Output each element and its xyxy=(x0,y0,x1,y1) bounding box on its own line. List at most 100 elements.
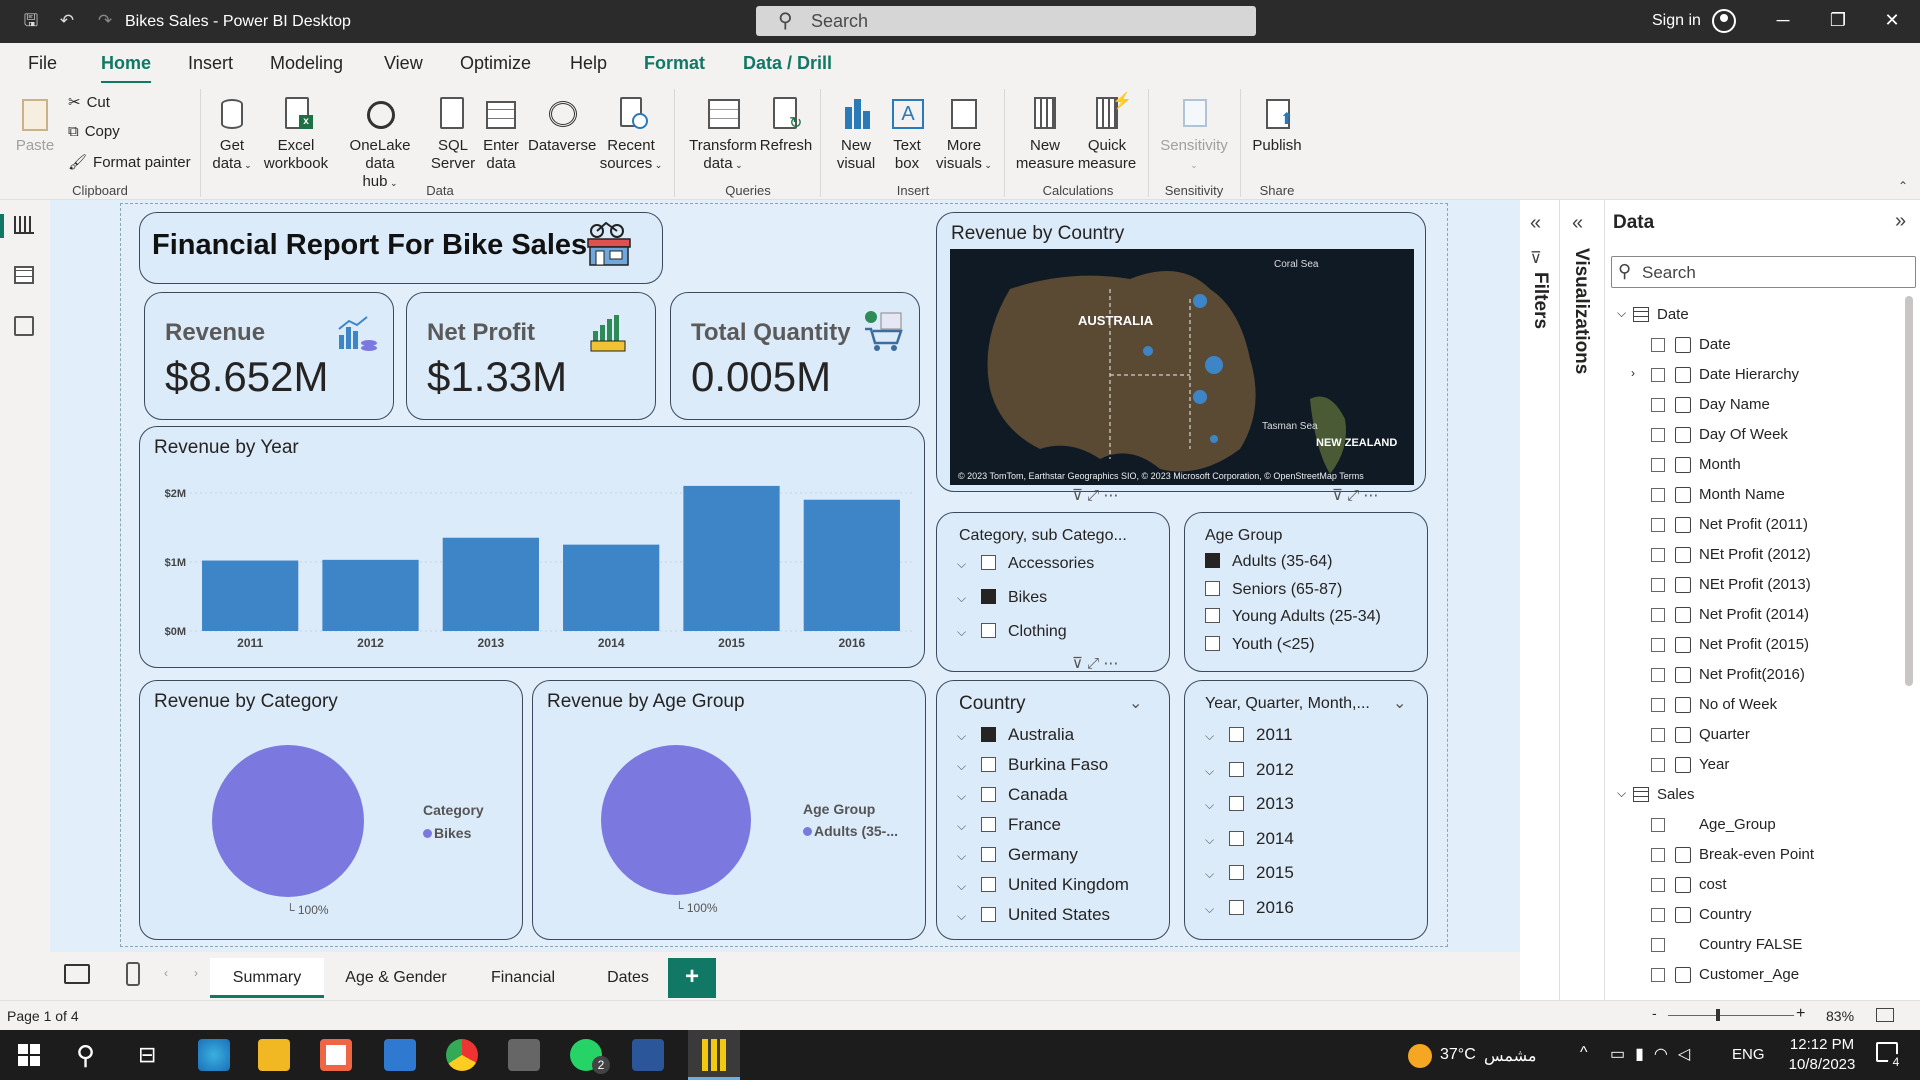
chrome-icon[interactable] xyxy=(446,1039,478,1071)
model-view-icon[interactable] xyxy=(14,316,34,336)
data-pane-scrollbar[interactable] xyxy=(1905,296,1913,686)
year-hierarchy-slicer[interactable]: Year, Quarter, Month,... ⌄ ⌵ 2011 ⌵ 2012 ⌵ 20… xyxy=(1184,680,1428,940)
checkbox[interactable] xyxy=(981,757,996,772)
weather-sun-icon[interactable] xyxy=(1408,1044,1432,1068)
menu-data-drill[interactable]: Data / Drill xyxy=(743,53,833,73)
refresh-button[interactable]: ↻ Refresh xyxy=(758,93,814,155)
checkbox[interactable] xyxy=(1205,635,1220,651)
country-slicer-item[interactable]: ⌵ Burkina Faso xyxy=(957,755,1108,775)
category-slicer-item[interactable]: ⌵ Accessories xyxy=(957,555,1094,573)
page-tab-age-gender[interactable]: Age & Gender xyxy=(345,969,447,986)
recent-sources-button[interactable]: Recent sources ⌄ xyxy=(596,93,666,174)
category-legend-item[interactable]: Bikes xyxy=(423,825,471,841)
field-checkbox[interactable] xyxy=(1651,938,1665,952)
redo-icon[interactable]: ↷ xyxy=(97,11,113,30)
chevron-down-icon[interactable]: ⌵ xyxy=(957,729,967,743)
format-painter-button[interactable]: 🖌 Format painter xyxy=(68,153,191,171)
onelake-data-hub-button[interactable]: OneLake data hub ⌄ xyxy=(334,93,426,192)
tray-status-icons[interactable]: ▭▮◠◁ xyxy=(1610,1046,1701,1063)
field-checkbox[interactable] xyxy=(1651,518,1665,532)
sensitivity-button[interactable]: Sensitivity ⌄ xyxy=(1156,93,1232,174)
country-slicer-item[interactable]: ⌵ Canada xyxy=(957,785,1068,805)
checkbox[interactable] xyxy=(981,907,996,922)
checkbox[interactable] xyxy=(1205,580,1220,596)
revenue-bar-2015[interactable] xyxy=(683,485,780,631)
country-slicer-item[interactable]: ⌵ Germany xyxy=(957,845,1078,865)
sign-in-link[interactable]: Sign in xyxy=(1652,12,1701,29)
clock-time[interactable]: 12:12 PM xyxy=(1789,1036,1855,1053)
field-checkbox[interactable] xyxy=(1651,338,1665,352)
revenue-by-category-card[interactable]: Revenue by Category └ 100% Category Bike… xyxy=(139,680,523,940)
kpi-revenue-card[interactable]: Revenue $8.652M xyxy=(144,292,394,420)
text-box-button[interactable]: A Text box xyxy=(882,93,932,173)
menu-file[interactable]: File xyxy=(28,53,58,73)
checkbox[interactable] xyxy=(1205,553,1220,568)
collapse-data-icon[interactable]: » xyxy=(1895,210,1907,232)
year-slicer-item[interactable]: ⌵ 2013 xyxy=(1205,794,1294,814)
age-group-slicer-item[interactable]: Youth (<25) xyxy=(1205,635,1315,654)
checkbox[interactable] xyxy=(981,727,996,742)
new-visual-button[interactable]: New visual xyxy=(828,93,884,173)
checkbox[interactable] xyxy=(981,817,996,832)
year-slicer-item[interactable]: ⌵ 2015 xyxy=(1205,863,1294,883)
publish-button[interactable]: ⬆ Publish xyxy=(1248,93,1306,155)
checkbox[interactable] xyxy=(1229,761,1244,777)
field-checkbox[interactable] xyxy=(1651,398,1665,412)
checkbox[interactable] xyxy=(981,623,996,638)
country-slicer-item[interactable]: ⌵ United Kingdom xyxy=(957,875,1129,895)
windows-start-icon[interactable] xyxy=(18,1044,40,1066)
zoom-slider-thumb[interactable] xyxy=(1716,1009,1720,1021)
field-checkbox[interactable] xyxy=(1651,488,1665,502)
checkbox[interactable] xyxy=(1229,727,1244,742)
category-slicer[interactable]: Category, sub Catego... ⌵ Accessories ⌵ Bik… xyxy=(936,512,1170,672)
word-icon[interactable] xyxy=(632,1039,664,1071)
chevron-down-icon[interactable]: ⌄ xyxy=(1129,695,1143,712)
get-data-button[interactable]: Get data ⌄ xyxy=(208,93,256,174)
prev-page-icon[interactable]: ‹ xyxy=(164,966,168,980)
clock-date[interactable]: 10/8/2023 xyxy=(1788,1056,1856,1073)
notification-icon[interactable] xyxy=(1876,1042,1898,1062)
table-view-icon[interactable] xyxy=(14,266,34,284)
age-group-slicer-item[interactable]: Seniors (65-87) xyxy=(1205,580,1342,599)
collapse-ribbon-icon[interactable]: ⌃ xyxy=(1898,179,1909,193)
new-measure-button[interactable]: New measure xyxy=(1012,93,1078,173)
checkbox[interactable] xyxy=(981,555,996,570)
undo-icon[interactable]: ↶ xyxy=(59,11,75,30)
field-checkbox[interactable] xyxy=(1651,638,1665,652)
weather-description[interactable]: مشمس xyxy=(1484,1048,1537,1065)
checkbox[interactable] xyxy=(1229,865,1244,880)
chevron-down-icon[interactable]: ⌵ xyxy=(957,819,967,833)
chevron-down-icon[interactable]: ⌵ xyxy=(957,909,967,923)
field-checkbox[interactable] xyxy=(1651,908,1665,922)
chevron-down-icon[interactable]: ⌵ xyxy=(1205,867,1215,881)
menu-format[interactable]: Format xyxy=(644,53,706,73)
filter-icon[interactable]: ⊽ ⤢ ⋯ xyxy=(1072,655,1119,672)
map-attribution[interactable]: © 2023 TomTom, Earthstar Geographics SIO… xyxy=(958,471,1364,481)
revenue-by-year-card[interactable]: Revenue by Year $0M $1M $2M 2011 2012 2013 201… xyxy=(139,426,925,668)
country-slicer-item[interactable]: ⌵ Australia xyxy=(957,725,1074,745)
minimize-icon[interactable]: ─ xyxy=(1776,10,1790,30)
filter-icon[interactable]: ⊽ ⤢ ⋯ xyxy=(1072,487,1119,504)
search-icon[interactable]: ⚲ xyxy=(76,1040,96,1070)
revenue-by-age-group-card[interactable]: Revenue by Age Group └ 100% Age Group Ad… xyxy=(532,680,926,940)
weather-temperature[interactable]: 37°C xyxy=(1440,1046,1476,1063)
checkbox[interactable] xyxy=(981,847,996,862)
mail-icon[interactable] xyxy=(384,1039,416,1071)
chevron-down-icon[interactable]: ⌵ xyxy=(1205,729,1215,743)
store-icon[interactable] xyxy=(320,1039,352,1071)
page-tab-financial[interactable]: Financial xyxy=(490,969,556,986)
close-icon[interactable]: ✕ xyxy=(1884,10,1900,30)
field-checkbox[interactable] xyxy=(1651,878,1665,892)
field-checkbox[interactable] xyxy=(1651,368,1665,382)
year-slicer-item[interactable]: ⌵ 2012 xyxy=(1205,760,1294,780)
dataverse-button[interactable]: Dataverse xyxy=(528,93,596,155)
chevron-down-icon[interactable]: ⌵ xyxy=(957,625,967,639)
menu-optimize[interactable]: Optimize xyxy=(460,53,532,73)
revenue-bar-2012[interactable] xyxy=(322,559,419,631)
cut-button[interactable]: ✂ Cut xyxy=(68,93,110,111)
zoom-in-button[interactable]: + xyxy=(1796,1005,1806,1022)
filter-icon[interactable]: ⊽ ⤢ ⋯ xyxy=(1332,487,1379,504)
revenue-bar-2014[interactable] xyxy=(563,544,660,631)
paste-button[interactable]: Paste xyxy=(14,93,56,155)
add-page-button[interactable]: + xyxy=(668,958,716,998)
